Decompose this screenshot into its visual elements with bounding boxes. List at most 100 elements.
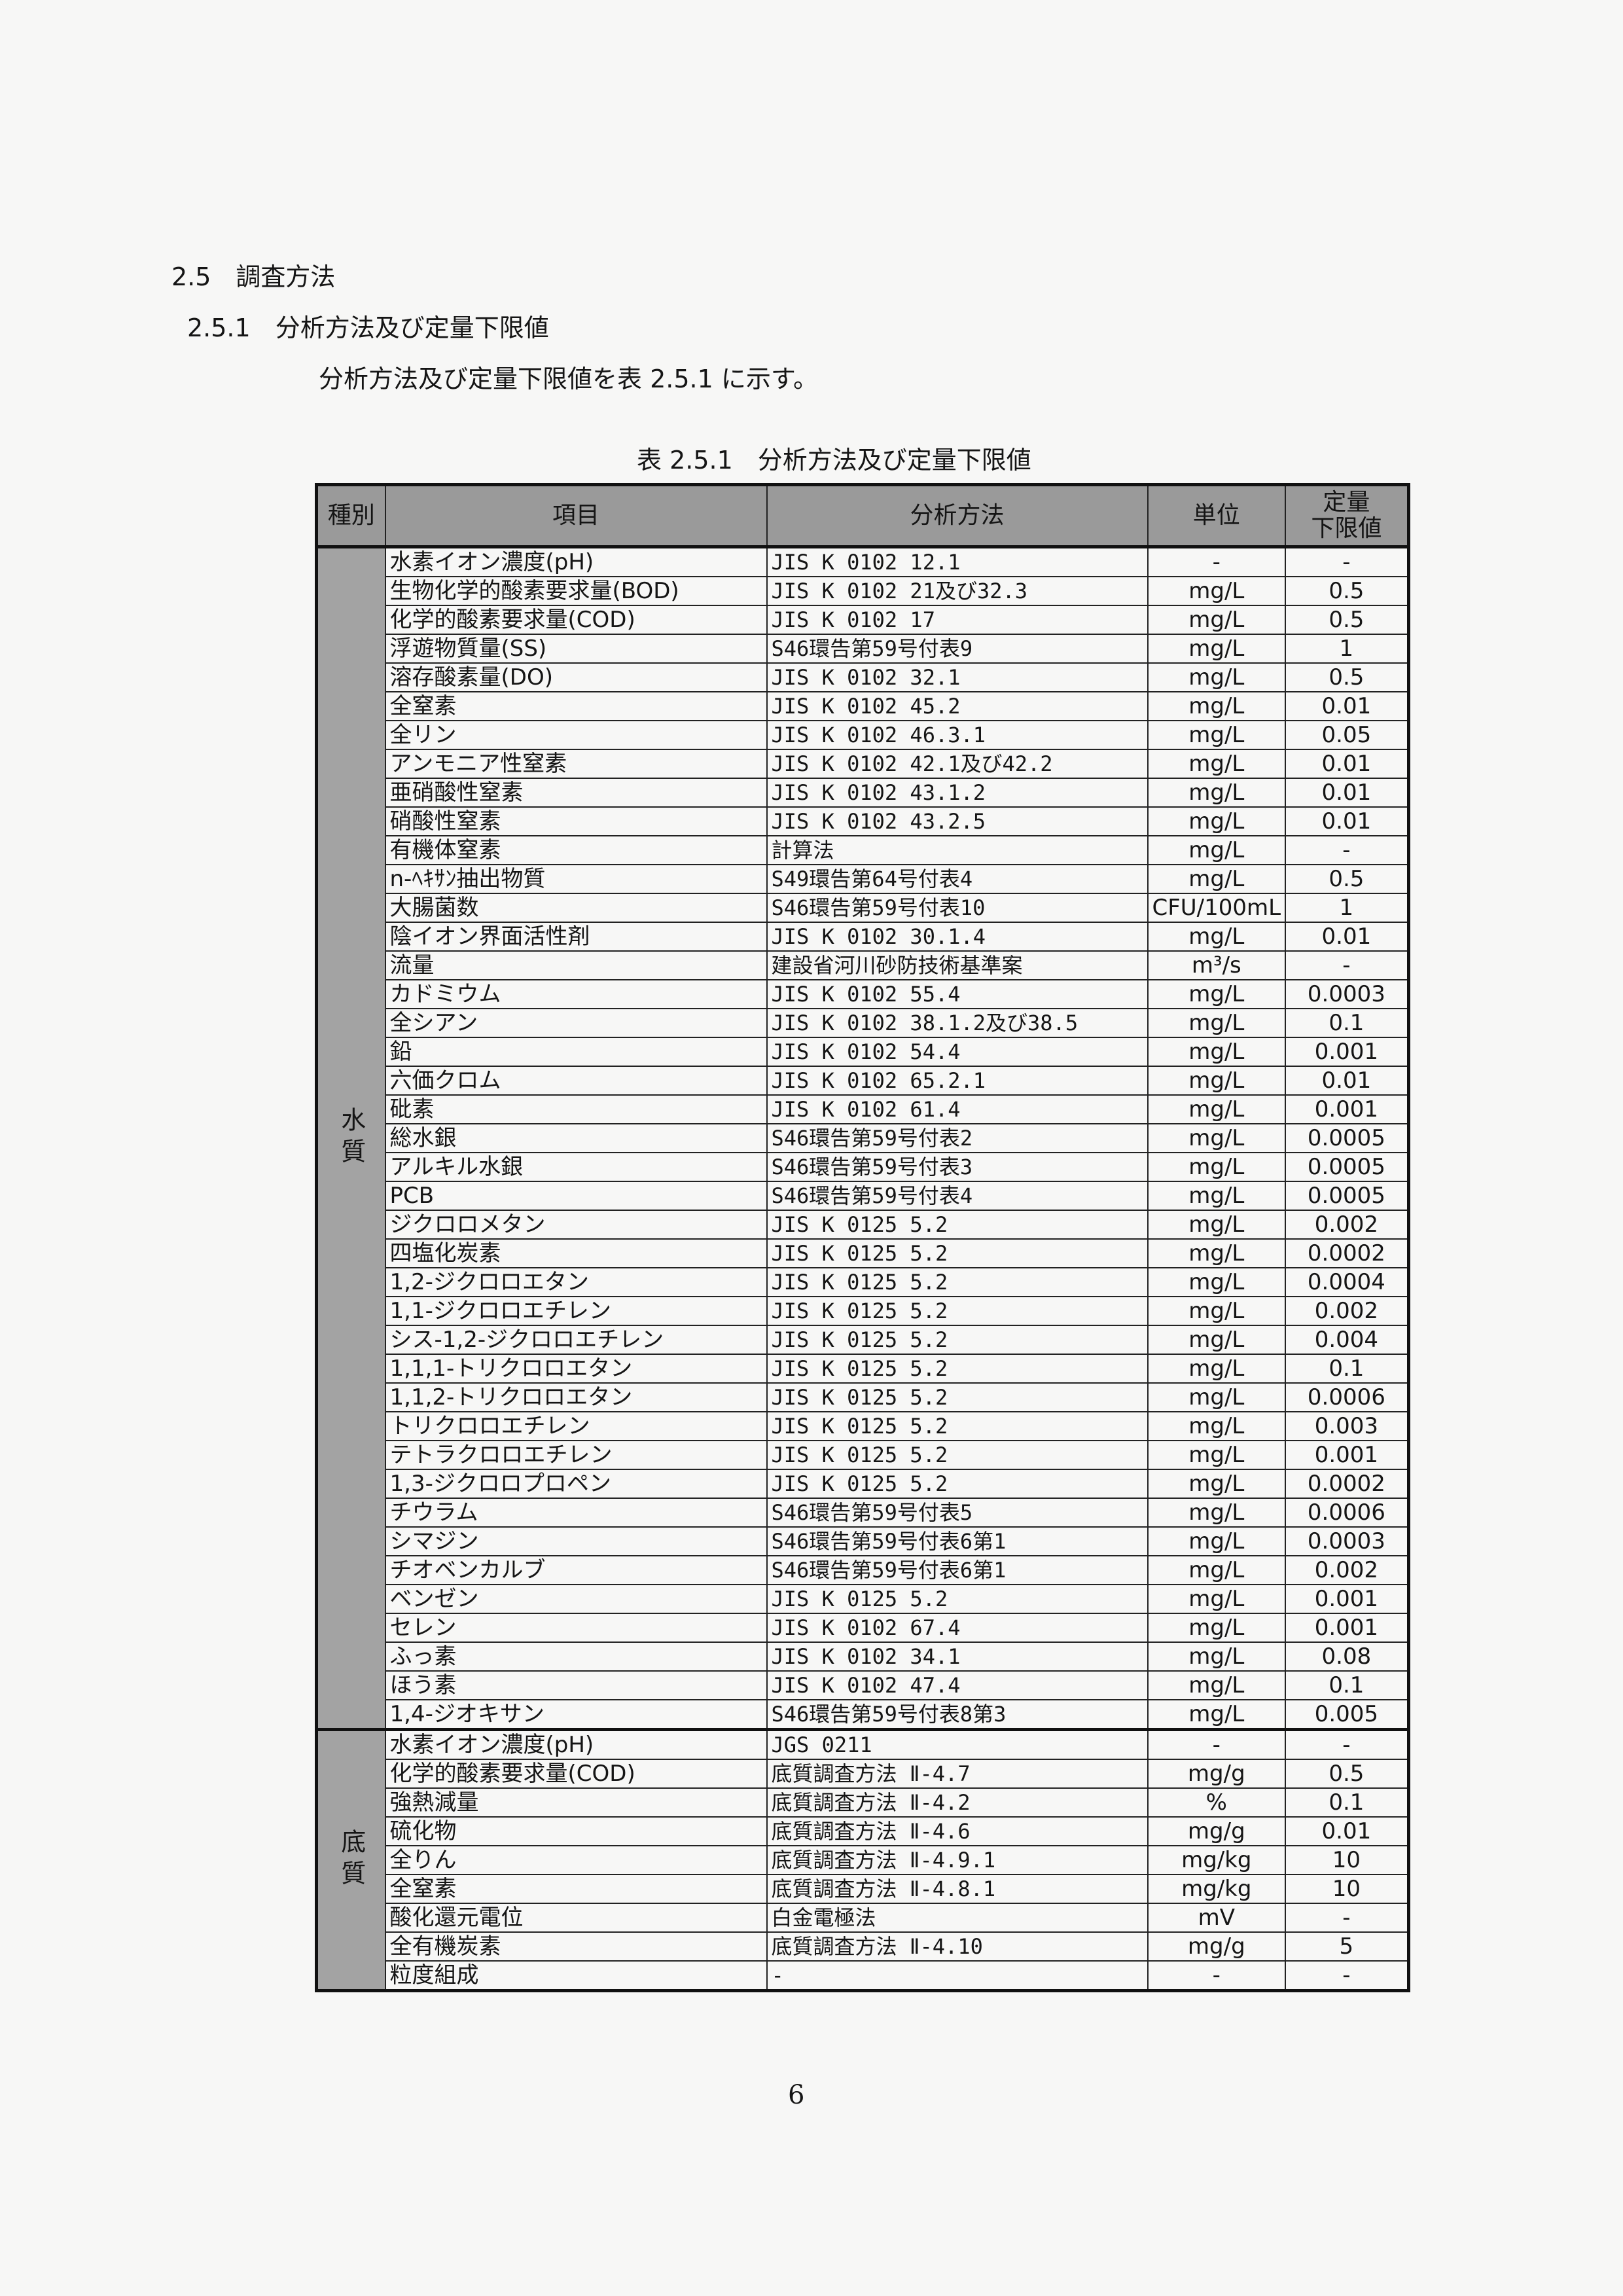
table-row: シス-1,2-ジクロロエチレン JIS K 0125 5.2 mg/L 0.004 bbox=[317, 1325, 1410, 1355]
limit-cell: 0.002 bbox=[1285, 1210, 1410, 1240]
method-cell: JIS K 0102 54.4 bbox=[766, 1037, 1149, 1067]
table-row: 1,1,2-トリクロロエタン JIS K 0125 5.2 mg/L 0.0006 bbox=[317, 1382, 1410, 1412]
method-cell: JIS K 0102 65.2.1 bbox=[766, 1066, 1149, 1096]
limit-cell: 0.5 bbox=[1285, 662, 1410, 692]
table-row: 四塩化炭素 JIS K 0125 5.2 mg/L 0.0002 bbox=[317, 1238, 1410, 1268]
item-cell: 陰イオン界面活性剤 bbox=[384, 922, 768, 952]
limit-cell: 0.001 bbox=[1285, 1094, 1410, 1124]
item-cell: テトラクロロエチレン bbox=[384, 1440, 768, 1470]
table-row: カドミウム JIS K 0102 55.4 mg/L 0.0003 bbox=[317, 979, 1410, 1009]
item-cell: 水素イオン濃度(pH) bbox=[384, 546, 768, 577]
table-row: 鉛 JIS K 0102 54.4 mg/L 0.001 bbox=[317, 1037, 1410, 1067]
table-row: 硫化物 底質調査方法 Ⅱ-4.6 mg/g 0.01 bbox=[317, 1816, 1410, 1846]
item-cell: 1,2-ジクロロエタン bbox=[384, 1267, 768, 1297]
method-cell: JIS K 0102 32.1 bbox=[766, 662, 1149, 692]
method-cell: JIS K 0102 17 bbox=[766, 605, 1149, 635]
method-cell: 底質調査方法 Ⅱ-4.8.1 bbox=[766, 1874, 1149, 1904]
item-cell: 亜硝酸性窒素 bbox=[384, 778, 768, 808]
item-cell: 硫化物 bbox=[384, 1816, 768, 1846]
method-cell: S46環告第59号付表8第3 bbox=[766, 1699, 1149, 1731]
unit-cell: m³/s bbox=[1147, 950, 1287, 980]
table-row: 化学的酸素要求量(COD) 底質調査方法 Ⅱ-4.7 mg/g 0.5 bbox=[317, 1759, 1410, 1789]
method-cell: JIS K 0102 38.1.2及び38.5 bbox=[766, 1008, 1149, 1038]
item-cell: 強熱減量 bbox=[384, 1787, 768, 1818]
item-cell: アンモニア性窒素 bbox=[384, 749, 768, 779]
item-cell: 全りん bbox=[384, 1845, 768, 1875]
method-cell: JIS K 0125 5.2 bbox=[766, 1296, 1149, 1326]
item-cell: 有機体窒素 bbox=[384, 835, 768, 865]
method-cell: JIS K 0125 5.2 bbox=[766, 1325, 1149, 1355]
method-cell: JIS K 0125 5.2 bbox=[766, 1469, 1149, 1499]
table-row: ジクロロメタン JIS K 0125 5.2 mg/L 0.002 bbox=[317, 1210, 1410, 1240]
limit-cell: 0.004 bbox=[1285, 1325, 1410, 1355]
limit-cell: 0.001 bbox=[1285, 1037, 1410, 1067]
item-cell: 六価クロム bbox=[384, 1066, 768, 1096]
unit-cell: mg/kg bbox=[1147, 1845, 1287, 1875]
unit-cell: mg/L bbox=[1147, 1325, 1287, 1355]
table-row: 強熱減量 底質調査方法 Ⅱ-4.2% 0.1 bbox=[317, 1787, 1410, 1818]
unit-cell: mg/L bbox=[1147, 634, 1287, 664]
limit-cell: 0.0005 bbox=[1285, 1123, 1410, 1153]
limit-cell: - bbox=[1285, 546, 1410, 577]
limit-cell: 0.001 bbox=[1285, 1584, 1410, 1614]
table-row: アルキル水銀 S46環告第59号付表3 mg/L 0.0005 bbox=[317, 1152, 1410, 1182]
item-cell: 水素イオン濃度(pH) bbox=[384, 1728, 768, 1760]
unit-cell: mg/g bbox=[1147, 1931, 1287, 1962]
header-method: 分析方法 bbox=[766, 484, 1149, 548]
unit-cell: mg/L bbox=[1147, 1267, 1287, 1297]
subsection-heading: 2.5.1 分析方法及び定量下限値 bbox=[187, 314, 549, 342]
table-row: 底質 水素イオン濃度(pH) JGS 0211- - bbox=[315, 1728, 1410, 1992]
method-cell: JIS K 0125 5.2 bbox=[766, 1238, 1149, 1268]
unit-cell: mg/L bbox=[1147, 720, 1287, 750]
item-cell: アルキル水銀 bbox=[384, 1152, 768, 1182]
item-cell: 全窒素 bbox=[384, 1874, 768, 1904]
unit-cell: mV bbox=[1147, 1903, 1287, 1933]
table-row: セレン JIS K 0102 67.4 mg/L 0.001 bbox=[317, 1613, 1410, 1643]
table-row: 流量 建設省河川砂防技術基準案 m³/s - bbox=[317, 950, 1410, 980]
table-row: 亜硝酸性窒素 JIS K 0102 43.1.2 mg/L 0.01 bbox=[317, 778, 1410, 808]
table-row: ベンゼン JIS K 0125 5.2 mg/L 0.001 bbox=[317, 1584, 1410, 1614]
limit-cell: 0.01 bbox=[1285, 1066, 1410, 1096]
unit-cell: mg/L bbox=[1147, 1296, 1287, 1326]
method-cell: JIS K 0125 5.2 bbox=[766, 1354, 1149, 1384]
unit-cell: mg/L bbox=[1147, 1037, 1287, 1067]
limit-cell: - bbox=[1285, 1960, 1410, 1992]
method-cell: - bbox=[766, 1960, 1149, 1992]
item-cell: 1,1-ジクロロエチレン bbox=[384, 1296, 768, 1326]
method-cell: JIS K 0102 46.3.1 bbox=[766, 720, 1149, 750]
item-cell: 化学的酸素要求量(COD) bbox=[384, 1759, 768, 1789]
limit-cell: 1 bbox=[1285, 893, 1410, 923]
method-cell: JIS K 0102 43.2.5 bbox=[766, 806, 1149, 836]
limit-cell: 0.08 bbox=[1285, 1641, 1410, 1672]
method-cell: 計算法 bbox=[766, 835, 1149, 865]
table-row: 全窒素 底質調査方法 Ⅱ-4.8.1 mg/kg 10 bbox=[317, 1874, 1410, 1904]
item-cell: 流量 bbox=[384, 950, 768, 980]
limit-cell: 5 bbox=[1285, 1931, 1410, 1962]
unit-cell: mg/L bbox=[1147, 1181, 1287, 1211]
table-row: 1,3-ジクロロプロペン JIS K 0125 5.2 mg/L 0.0002 bbox=[317, 1469, 1410, 1499]
item-cell: チオベンカルブ bbox=[384, 1555, 768, 1585]
method-cell: 底質調査方法 Ⅱ-4.6 bbox=[766, 1816, 1149, 1846]
limit-cell: 0.0005 bbox=[1285, 1152, 1410, 1182]
method-cell: S46環告第59号付表10 bbox=[766, 893, 1149, 923]
table-row: 全窒素 JIS K 0102 45.2 mg/L 0.01 bbox=[317, 691, 1410, 721]
unit-cell: mg/L bbox=[1147, 576, 1287, 606]
limit-cell: 10 bbox=[1285, 1874, 1410, 1904]
method-cell: JIS K 0102 43.1.2 bbox=[766, 778, 1149, 808]
table-row: シマジン S46環告第59号付表6第1 mg/L 0.0003 bbox=[317, 1526, 1410, 1556]
category-cell: 水質 bbox=[315, 546, 386, 1731]
method-cell: 底質調査方法 Ⅱ-4.9.1 bbox=[766, 1845, 1149, 1875]
method-cell: JIS K 0125 5.2 bbox=[766, 1382, 1149, 1412]
limit-cell: 0.01 bbox=[1285, 691, 1410, 721]
table-row: 全リン JIS K 0102 46.3.1 mg/L 0.05 bbox=[317, 720, 1410, 750]
limit-cell: - bbox=[1285, 835, 1410, 865]
item-cell: シス-1,2-ジクロロエチレン bbox=[384, 1325, 768, 1355]
limit-cell: 0.1 bbox=[1285, 1787, 1410, 1818]
limit-cell: 0.1 bbox=[1285, 1008, 1410, 1038]
table-row: 総水銀 S46環告第59号付表2 mg/L 0.0005 bbox=[317, 1123, 1410, 1153]
method-cell: JIS K 0102 45.2 bbox=[766, 691, 1149, 721]
method-cell: JIS K 0102 55.4 bbox=[766, 979, 1149, 1009]
table-row: 1,1,1-トリクロロエタン JIS K 0125 5.2 mg/L 0.1 bbox=[317, 1354, 1410, 1384]
unit-cell: mg/L bbox=[1147, 778, 1287, 808]
unit-cell: - bbox=[1147, 1960, 1287, 1992]
